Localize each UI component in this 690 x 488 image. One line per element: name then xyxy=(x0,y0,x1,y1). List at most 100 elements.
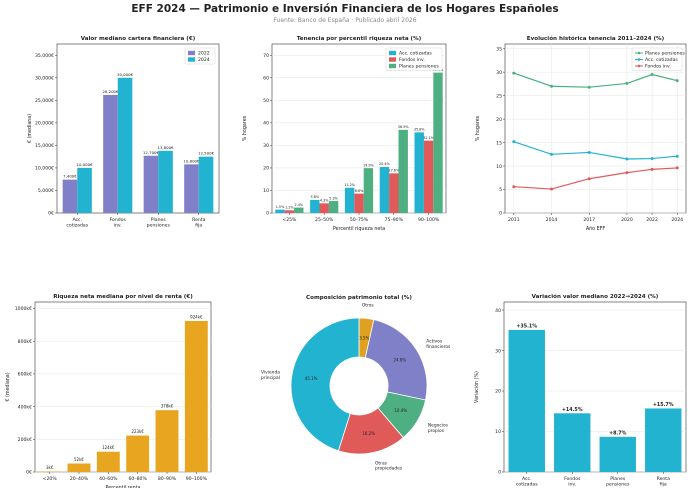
c1-ytick-label: 20,000€ xyxy=(35,121,54,127)
c2-bar-label: 17.6% xyxy=(388,169,400,173)
c2-bar xyxy=(328,201,339,213)
c3-point xyxy=(587,150,591,154)
c5-slice-label: Vivienda principal xyxy=(261,370,280,381)
c1-bar-2024 xyxy=(77,167,92,213)
c3-line xyxy=(513,72,678,88)
c2-ytick-label: 40 xyxy=(263,121,269,127)
c2-bar xyxy=(389,173,399,213)
c6-ytick-label: 40 xyxy=(495,308,501,314)
c4-ytick-label: 1000k€ xyxy=(15,306,32,312)
page-title: EFF 2024 — Patrimonio e Inversión Financ… xyxy=(131,3,559,15)
c5-slice-label: Negocios propios xyxy=(428,423,449,434)
c2-legend-label: Acc. cotizadas xyxy=(399,51,432,57)
c2-bar xyxy=(379,167,390,213)
c1-legend-swatch xyxy=(188,50,195,56)
c4-bar-label: 124k€ xyxy=(102,445,115,450)
c6-ytick-label: 20 xyxy=(495,389,501,395)
c3-legend-marker xyxy=(637,51,641,55)
c2-legend-swatch xyxy=(389,57,396,62)
c6-ytick-label: 0 xyxy=(498,470,501,476)
c3-legend-box xyxy=(631,47,683,71)
c1-bar-label: 30,000€ xyxy=(117,72,134,77)
c5-slice xyxy=(364,319,428,401)
c6-ytick-label: 10 xyxy=(495,429,501,435)
c2-bar-label: 1.2% xyxy=(285,205,294,209)
c1-bar-label: 12,500€ xyxy=(198,151,215,156)
c1-bar-label: 13,800€ xyxy=(157,145,174,150)
c3-legend-marker xyxy=(637,58,641,61)
c2-legend-swatch xyxy=(389,50,396,56)
c1-ytick-label: 25,000€ xyxy=(35,98,54,104)
c6-bar xyxy=(508,329,545,472)
c3-ytick-label: 30 xyxy=(496,70,502,76)
c2-bar-label: 11.2% xyxy=(344,183,356,187)
c2-bar-label: 8.6% xyxy=(355,189,364,193)
c5-slice-pct: 24.8% xyxy=(393,357,406,362)
c6-ylabel: Variación (%) xyxy=(473,371,480,403)
c2-ytick-label: 0 xyxy=(266,211,269,217)
c5-slice-label: Otros xyxy=(362,302,375,308)
c4-xtick-label: 80–90% xyxy=(158,476,177,482)
c4-bar xyxy=(184,320,208,472)
c2-bar xyxy=(294,207,304,213)
c6-bar xyxy=(599,436,636,472)
c2-xtick-label: <25% xyxy=(282,217,297,223)
c6-ytick-label: 30 xyxy=(495,348,501,354)
c2-ylabel: % hogares xyxy=(242,115,248,141)
c2-xtick-label: 25–50% xyxy=(315,217,334,223)
c2-ytick-label: 50 xyxy=(263,98,269,104)
c2-xtick-label: 90–100% xyxy=(418,217,440,223)
c6-xtick-label: Fondos inv. xyxy=(564,476,581,487)
c3-point xyxy=(675,154,679,158)
c1-bar-2024 xyxy=(198,156,214,213)
c6-bar-label: +8.7% xyxy=(609,430,627,436)
c2-bar-label: 19.9% xyxy=(363,163,375,167)
c1-bar-label: 10,000€ xyxy=(76,162,93,167)
c2-bar xyxy=(275,209,285,213)
c4-xtick-label: 90–100% xyxy=(186,476,208,482)
c3-point xyxy=(512,185,516,189)
c3-point xyxy=(675,166,679,170)
c3-ylabel: % hogares xyxy=(475,115,481,141)
c5-slice-pct: 10.4% xyxy=(394,408,407,413)
c1-bar-2022 xyxy=(143,155,159,213)
c4-ytick-label: 200k€ xyxy=(18,437,32,443)
c1-ytick-label: 35,000€ xyxy=(35,53,54,59)
c3-point xyxy=(550,84,554,88)
c2-legend-label: Planes pensiones xyxy=(399,64,439,70)
c4-xtick-label: <20% xyxy=(43,476,58,482)
c4-bar-label: 52k€ xyxy=(74,457,84,462)
page-subtitle: Fuente: Banco de España · Publicado abri… xyxy=(273,17,417,24)
c3-legend-label: Fondos inv. xyxy=(645,64,671,70)
c3-point xyxy=(512,71,516,75)
c6-bar xyxy=(645,408,682,472)
c1-bar-label: 10,800€ xyxy=(183,158,200,163)
c3-point xyxy=(625,157,629,161)
c6-title: Variación valor mediano 2022→2024 (%) xyxy=(532,293,659,300)
c4-xtick-label: 60–80% xyxy=(128,476,147,482)
c2-bar xyxy=(344,187,355,213)
c3-ytick-label: 35 xyxy=(496,46,502,52)
c4-axes-frame xyxy=(34,301,212,473)
c2-title: Tenencia por percentil riqueza neta (%) xyxy=(297,36,422,42)
c3-point xyxy=(675,79,679,83)
c3-legend-marker xyxy=(637,64,641,68)
c3-legend-label: Acc. cotizadas xyxy=(645,57,678,63)
c1-legend-label: 2022 xyxy=(198,51,210,57)
c2-xlabel: Percentil riqueza neta xyxy=(333,226,385,232)
c1-ytick-label: 5,000€ xyxy=(38,188,54,194)
c2-bar-label: 4.3% xyxy=(320,199,329,203)
c1-axes-frame xyxy=(56,43,220,214)
c6-xtick-label: Planes pensiones xyxy=(606,476,630,487)
c3-ytick-label: 15 xyxy=(496,140,502,146)
c1-ytick-label: 15,000€ xyxy=(35,143,54,149)
c3-xtick-label: 2017 xyxy=(583,217,595,223)
c4-ylabel: € (mediana) xyxy=(5,372,11,401)
c2-ytick-label: 20 xyxy=(263,166,269,172)
c3-point xyxy=(587,177,591,181)
c3-point xyxy=(625,171,629,175)
c2-bar-label: 2.4% xyxy=(294,203,303,207)
c6-xtick-label: Renta fija xyxy=(657,476,671,487)
c6-xtick-label: Acc. cotizadas xyxy=(516,476,538,487)
